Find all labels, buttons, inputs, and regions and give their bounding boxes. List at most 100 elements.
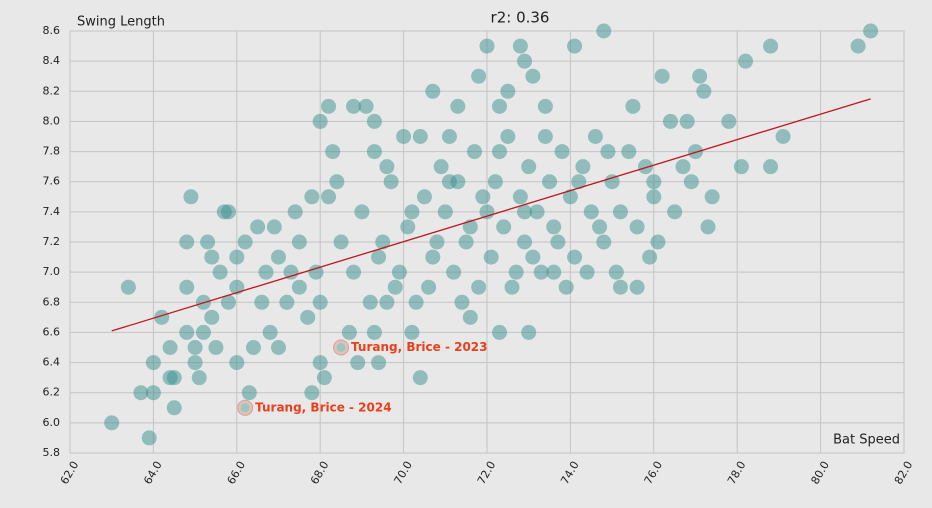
y-tick-label: 7.4 bbox=[43, 205, 61, 218]
point bbox=[271, 249, 286, 265]
point bbox=[763, 159, 779, 175]
point bbox=[133, 385, 149, 401]
point bbox=[325, 144, 341, 160]
point bbox=[350, 355, 366, 371]
x-tick-label: 72.0 bbox=[475, 459, 499, 487]
point bbox=[412, 370, 428, 386]
point bbox=[187, 355, 203, 371]
point bbox=[329, 174, 345, 190]
y-tick-label: 6.0 bbox=[43, 416, 61, 429]
point bbox=[550, 234, 566, 250]
point bbox=[204, 249, 220, 265]
point bbox=[612, 204, 628, 220]
point bbox=[425, 83, 441, 99]
y-tick-label: 7.8 bbox=[43, 145, 61, 158]
point bbox=[204, 309, 220, 325]
point bbox=[312, 355, 328, 371]
x-tick-label: 62.0 bbox=[58, 459, 82, 487]
point bbox=[596, 234, 612, 250]
point bbox=[521, 159, 537, 175]
point bbox=[450, 98, 466, 114]
point bbox=[120, 279, 136, 295]
point bbox=[529, 204, 545, 220]
point bbox=[462, 219, 478, 235]
point bbox=[104, 415, 120, 431]
point bbox=[283, 264, 299, 280]
point bbox=[542, 174, 558, 190]
point bbox=[237, 234, 253, 250]
point bbox=[533, 264, 549, 280]
point bbox=[346, 264, 362, 280]
point bbox=[220, 294, 236, 310]
point bbox=[425, 249, 441, 265]
point bbox=[587, 129, 603, 144]
point bbox=[525, 68, 541, 84]
point bbox=[608, 264, 624, 280]
point bbox=[475, 189, 491, 205]
point bbox=[733, 159, 749, 175]
point bbox=[517, 204, 533, 220]
y-tick-label: 8.4 bbox=[43, 54, 61, 67]
point bbox=[371, 249, 387, 265]
point bbox=[383, 174, 399, 190]
point bbox=[341, 324, 357, 340]
point bbox=[471, 279, 487, 295]
point bbox=[479, 38, 495, 54]
x-tick-label: 76.0 bbox=[642, 459, 666, 487]
point bbox=[179, 324, 195, 340]
point bbox=[496, 219, 512, 235]
point bbox=[696, 83, 712, 99]
point bbox=[537, 129, 553, 144]
point bbox=[195, 324, 211, 340]
point bbox=[250, 219, 266, 235]
point bbox=[558, 279, 574, 295]
point bbox=[629, 279, 645, 295]
point bbox=[600, 144, 616, 160]
point bbox=[362, 294, 378, 310]
y-tick-label: 8.0 bbox=[43, 114, 61, 127]
point bbox=[441, 129, 457, 144]
point bbox=[466, 144, 482, 160]
point bbox=[554, 144, 570, 160]
annotation-label: Turang, Brice - 2024 bbox=[255, 400, 391, 414]
point bbox=[612, 279, 628, 295]
point bbox=[229, 355, 245, 371]
point bbox=[567, 38, 583, 54]
point bbox=[254, 294, 270, 310]
point bbox=[667, 204, 683, 220]
point bbox=[437, 204, 453, 220]
point bbox=[408, 294, 424, 310]
point bbox=[521, 324, 537, 340]
point bbox=[371, 355, 387, 371]
point bbox=[412, 129, 428, 144]
point bbox=[304, 385, 320, 401]
point bbox=[500, 129, 516, 144]
point bbox=[621, 144, 637, 160]
point bbox=[571, 174, 587, 190]
x-tick-label: 68.0 bbox=[308, 459, 332, 487]
point bbox=[679, 113, 695, 129]
point bbox=[421, 279, 437, 295]
point bbox=[492, 144, 508, 160]
trend-line bbox=[111, 98, 871, 332]
point bbox=[300, 309, 316, 325]
y-tick-label: 8.6 bbox=[43, 24, 61, 37]
point bbox=[208, 340, 224, 355]
chart-title: r2: 0.36 bbox=[491, 9, 550, 27]
point bbox=[500, 83, 516, 99]
highlight-dot bbox=[240, 403, 250, 413]
point bbox=[291, 234, 307, 250]
point bbox=[266, 219, 282, 235]
point bbox=[596, 23, 612, 39]
x-tick-label: 82.0 bbox=[892, 459, 916, 487]
point bbox=[637, 159, 653, 175]
point bbox=[446, 264, 462, 280]
point bbox=[654, 68, 670, 84]
point bbox=[321, 98, 337, 114]
point bbox=[738, 53, 754, 69]
point bbox=[662, 113, 678, 129]
point bbox=[333, 234, 349, 250]
point bbox=[162, 340, 178, 355]
point bbox=[646, 189, 662, 205]
